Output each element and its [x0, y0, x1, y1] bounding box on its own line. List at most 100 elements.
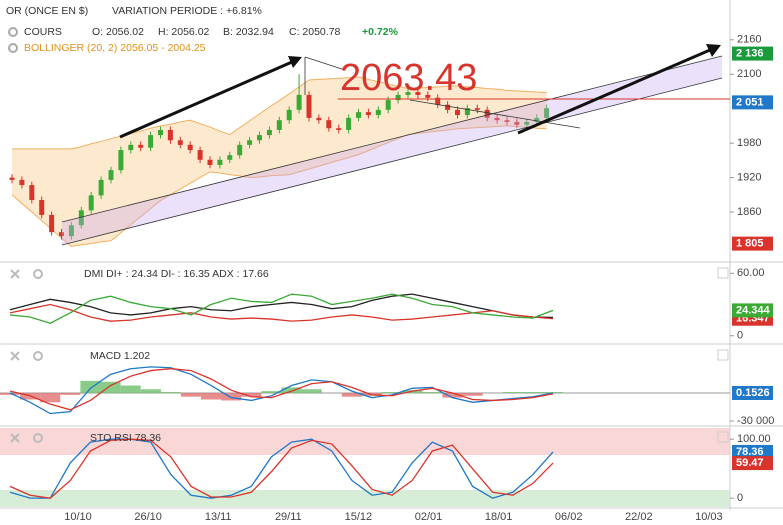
candle-body — [435, 97, 441, 105]
variation: VARIATION PERIODE : +6.81% — [112, 5, 262, 17]
gear-icon[interactable] — [8, 43, 18, 53]
legend-item: C: 2050.78 — [289, 26, 341, 38]
y-tick-label: 1920 — [737, 172, 761, 184]
histogram-bar — [60, 392, 81, 395]
candle-body — [78, 210, 84, 226]
candle-body — [237, 144, 243, 156]
candle-body — [445, 104, 451, 110]
candle-body — [49, 214, 55, 233]
histogram-bar — [301, 389, 322, 393]
bollinger-band — [12, 77, 547, 247]
candle-body — [266, 129, 272, 136]
candle-body — [187, 144, 193, 151]
histogram-bar — [522, 392, 543, 393]
candle-body — [177, 140, 183, 145]
value-box — [732, 95, 773, 110]
legend-item: O: 2056.02 — [92, 26, 144, 38]
candle-body — [514, 121, 520, 125]
candle-body — [227, 155, 233, 160]
x-tick-label: 15/12 — [345, 511, 373, 523]
histogram-bar — [100, 381, 121, 393]
panel-label: MACD 1.202 — [90, 350, 150, 362]
arrow-head — [706, 44, 721, 57]
candle-body — [98, 179, 104, 196]
candle-body — [19, 179, 25, 186]
value-box — [732, 385, 773, 400]
y-tick-label: 2100 — [737, 68, 761, 80]
gear-icon[interactable] — [8, 27, 18, 37]
arrow — [119, 60, 293, 139]
candle-body — [405, 92, 411, 95]
histogram-bar — [40, 392, 61, 403]
histogram-bar — [201, 392, 222, 400]
value-box-label: 0.1526 — [736, 387, 770, 399]
bollinger-lower — [11, 125, 547, 248]
histogram-bar — [442, 392, 463, 398]
y-tick-label: 2160 — [737, 34, 761, 46]
panel-label: STO RSI 78.36 — [90, 432, 161, 444]
candle-body — [257, 135, 262, 141]
value-box — [732, 46, 773, 61]
trend-line — [409, 99, 581, 129]
value-box-label: 2 136 — [736, 47, 764, 59]
candle-body — [88, 195, 94, 211]
candle-body — [207, 159, 213, 165]
legend-item: COURS — [24, 26, 62, 38]
histogram-bar — [221, 392, 242, 401]
histogram-bar — [261, 391, 282, 393]
histogram-bar — [462, 392, 483, 396]
x-tick-label: 10/10 — [64, 511, 92, 523]
value-box-label: 78.36 — [736, 446, 764, 458]
candle-body — [217, 159, 223, 165]
candle-body — [464, 108, 470, 116]
histogram-bar — [542, 392, 564, 393]
value-box-label: 2 051 — [736, 96, 764, 108]
overbought-zone — [0, 428, 730, 455]
histogram-bar — [281, 387, 302, 393]
candle-body — [306, 94, 312, 118]
oversold-zone — [0, 490, 730, 507]
candle-body — [247, 140, 253, 145]
candle-body — [118, 150, 124, 171]
value-box — [732, 444, 773, 459]
histogram-bar — [422, 392, 443, 393]
histogram-bar — [140, 389, 161, 393]
value-box-label: 24.344 — [736, 304, 771, 316]
histogram-bar — [120, 385, 141, 393]
candle-body — [385, 100, 391, 110]
x-tick-label: 10/03 — [695, 511, 723, 523]
series-line — [9, 303, 554, 322]
candle-body — [544, 108, 550, 118]
histogram-bar — [502, 392, 523, 393]
checkbox[interactable] — [717, 349, 729, 361]
candle-body — [276, 120, 282, 130]
checkbox[interactable] — [717, 267, 729, 279]
value-box — [732, 236, 773, 251]
plot-layer — [0, 74, 730, 499]
y-tick-label: 60.00 — [737, 267, 765, 279]
series-line — [9, 366, 554, 415]
histogram-bar — [160, 392, 181, 393]
y-tick-label: 1860 — [737, 206, 761, 218]
x-tick-label: 02/01 — [415, 511, 443, 523]
x-tick-label: 13/11 — [205, 511, 232, 523]
candle-body — [375, 109, 381, 116]
bollinger-upper — [12, 76, 547, 150]
x-tick-label: 26/10 — [134, 511, 162, 523]
y-tick-label: 100.00 — [737, 433, 771, 445]
channel — [62, 56, 722, 245]
value-box-label: 1 805 — [736, 238, 764, 250]
arrow-head — [288, 56, 302, 68]
panel-icons[interactable] — [10, 269, 43, 443]
candle-body — [286, 109, 292, 121]
histogram-bar — [0, 392, 21, 395]
checkbox[interactable] — [717, 431, 729, 443]
x-tick-label: 29/11 — [275, 511, 302, 523]
candle-body — [296, 94, 302, 110]
channel-line — [61, 55, 723, 223]
arrow — [517, 48, 711, 135]
y-tick-label: 1980 — [737, 137, 761, 149]
channel-line — [61, 77, 723, 246]
candle-body — [128, 144, 134, 151]
